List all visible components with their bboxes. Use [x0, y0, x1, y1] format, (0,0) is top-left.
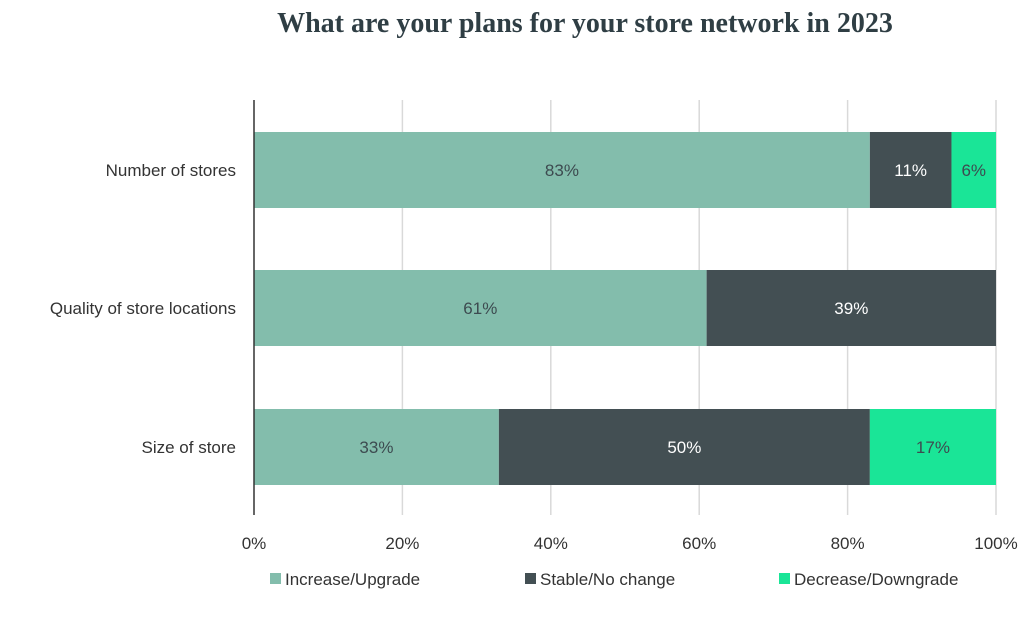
chart-title: What are your plans for your store netwo…: [277, 8, 893, 39]
legend: Increase/Upgrade Stable/No change Decrease…: [270, 570, 958, 589]
data-label: 6%: [961, 161, 986, 180]
x-tick-label: 0%: [242, 534, 267, 553]
x-tick-label: 40%: [534, 534, 568, 553]
data-label: 33%: [359, 438, 393, 457]
x-tick-label: 100%: [974, 534, 1017, 553]
category-label: Size of store: [142, 438, 237, 457]
bar-segment: [951, 132, 996, 208]
data-label: 61%: [463, 299, 497, 318]
legend-swatch: [779, 573, 790, 584]
bar-segment: [869, 132, 952, 208]
bar-segment: [254, 132, 870, 208]
x-tick-label: 20%: [385, 534, 419, 553]
data-label: 39%: [834, 299, 868, 318]
legend-label: Decrease/Downgrade: [794, 570, 958, 589]
data-label: 11%: [894, 161, 927, 180]
legend-swatch: [270, 573, 281, 584]
axes: 0% 20% 40% 60% 80% 100% Number of stores Qualit…: [50, 100, 1018, 553]
bar-segment: [254, 270, 707, 346]
bars: 83% 11% 6% 61% 39% 33% 50% 17%: [254, 132, 996, 485]
category-label: Number of stores: [106, 161, 236, 180]
legend-label: Stable/No change: [540, 570, 675, 589]
legend-swatch: [525, 573, 536, 584]
bar-segment: [254, 409, 499, 485]
bar-segment: [706, 270, 996, 346]
data-label: 50%: [667, 438, 701, 457]
x-tick-label: 80%: [831, 534, 865, 553]
legend-label: Increase/Upgrade: [285, 570, 420, 589]
x-tick-label: 60%: [682, 534, 716, 553]
data-label: 17%: [916, 438, 950, 457]
category-label: Quality of store locations: [50, 299, 236, 318]
bar-segment: [869, 409, 996, 485]
data-label: 83%: [545, 161, 579, 180]
bar-segment: [498, 409, 870, 485]
